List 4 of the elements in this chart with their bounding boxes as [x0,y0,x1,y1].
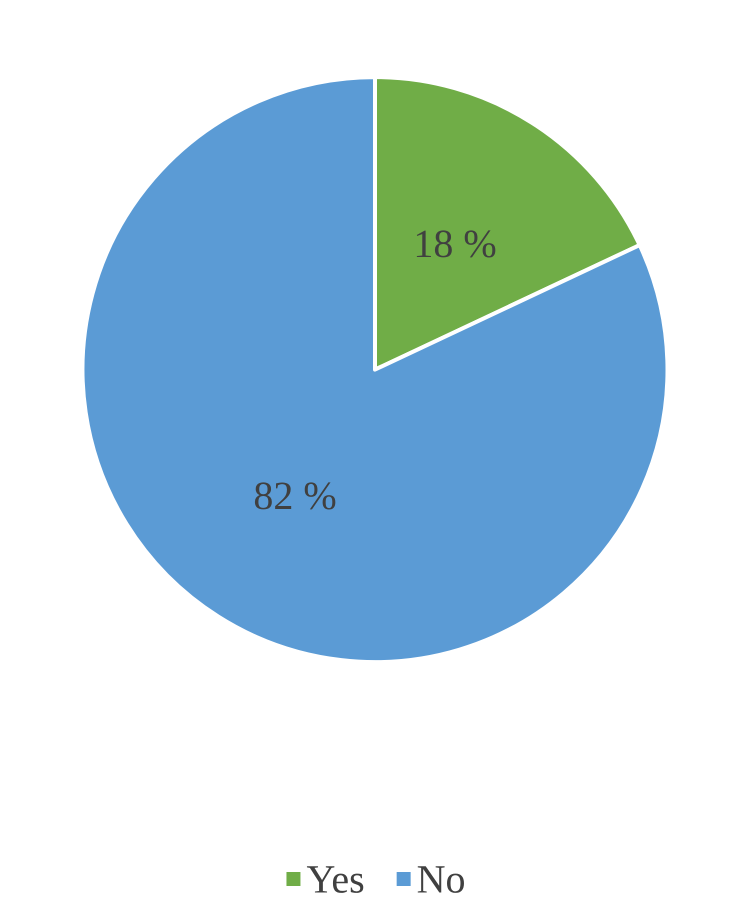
legend-label: Yes [306,856,365,902]
legend-label: No [416,856,466,902]
data-label: 82 % [253,473,337,518]
data-label: 18 % [413,221,497,266]
